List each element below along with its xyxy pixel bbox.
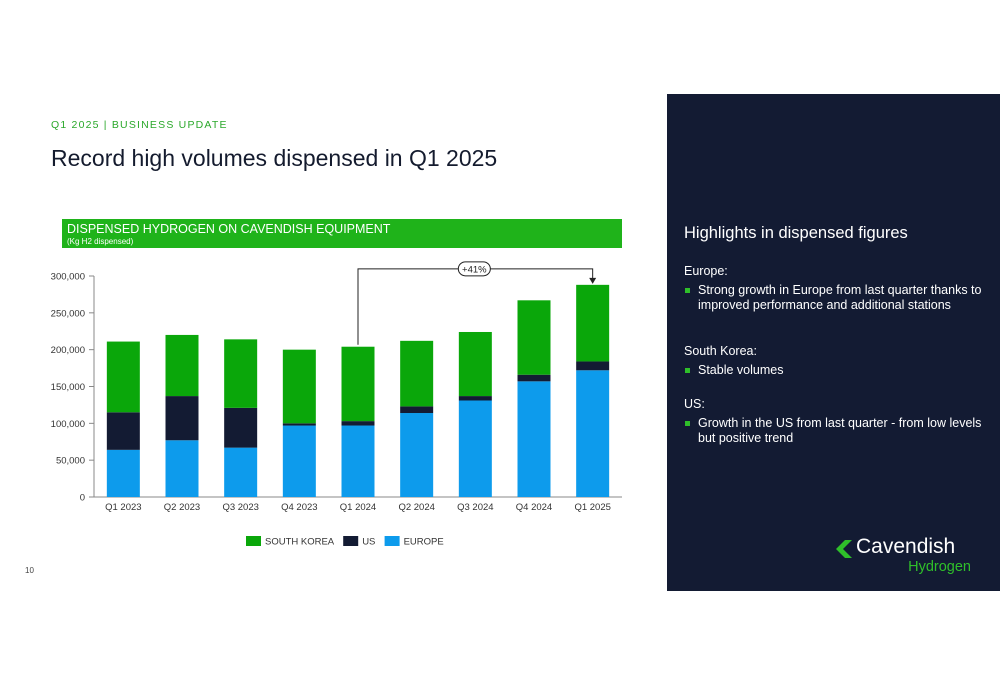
legend-swatch (384, 536, 400, 546)
stacked-bar-chart: 0 50,000 100,000 150,000 200,000 250,000 300,0… (51, 261, 622, 548)
bar-europe (341, 425, 375, 497)
chart-subtitle: (Kg H2 dispensed) (67, 237, 134, 246)
page-title: Record high volumes dispensed in Q1 2025 (51, 145, 498, 171)
chart-banner: DISPENSED HYDROGEN ON CAVENDISH EQUIPMEN… (62, 219, 622, 248)
x-tick-label: Q3 2024 (457, 502, 493, 513)
bar-europe (106, 449, 140, 497)
logo-subtitle: Hydrogen (908, 559, 971, 575)
chart-title: DISPENSED HYDROGEN ON CAVENDISH EQUIPMEN… (67, 222, 391, 236)
growth-label: +41% (462, 264, 487, 275)
legend-label: EUROPE (404, 537, 444, 548)
legend-swatch (343, 536, 359, 546)
bullet-icon (685, 421, 690, 426)
bullet-icon (685, 288, 690, 293)
bar-south-korea (576, 284, 610, 362)
x-tick-label: Q2 2023 (164, 502, 200, 513)
legend-label: SOUTH KOREA (265, 537, 335, 548)
section-title-us: US: (684, 397, 705, 411)
x-tick-label: Q1 2024 (340, 502, 376, 513)
bullet-icon (685, 368, 690, 373)
x-tick-label: Q2 2024 (398, 502, 434, 513)
cavendish-logo-icon (836, 540, 852, 558)
bar-us (400, 406, 434, 414)
bar-us (106, 412, 140, 450)
highlights-panel: Highlights in dispensed figures Europe: … (667, 94, 1000, 591)
bar-us (165, 396, 199, 441)
bullet-list-south-korea: Stable volumes (684, 363, 984, 378)
bar-europe (165, 440, 199, 497)
bar-us (341, 421, 375, 426)
bar-us (282, 423, 316, 426)
bar-us (517, 374, 551, 382)
y-tick-label: 300,000 (51, 272, 85, 283)
bullet-list-us: Growth in the US from last quarter - fro… (684, 416, 984, 446)
x-tick-label: Q4 2024 (516, 502, 552, 513)
x-tick-label: Q1 2023 (105, 502, 141, 513)
section-title-europe: Europe: (684, 264, 728, 278)
bar-europe (282, 425, 316, 497)
x-tick-label: Q1 2025 (574, 502, 610, 513)
panel-heading: Highlights in dispensed figures (684, 224, 908, 242)
bar-south-korea (517, 300, 551, 375)
bar-south-korea (165, 334, 199, 397)
bar-us (224, 407, 258, 448)
logo-name: Cavendish (856, 535, 956, 558)
y-tick-label: 50,000 (56, 456, 85, 467)
bullet-list-europe: Strong growth in Europe from last quarte… (684, 283, 984, 313)
bar-europe (458, 400, 492, 497)
list-item: Stable volumes (684, 363, 984, 378)
bar-us (458, 396, 492, 401)
y-tick-label: 250,000 (51, 308, 85, 319)
company-logo: Cavendish Hydrogen (834, 535, 974, 577)
growth-badge (457, 261, 491, 277)
page-number: 10 (25, 566, 34, 575)
bar-south-korea (224, 339, 258, 408)
legend-label: US (362, 537, 375, 548)
bullet-text: Stable volumes (698, 363, 784, 377)
bar-south-korea (400, 340, 434, 407)
x-tick-label: Q4 2023 (281, 502, 317, 513)
bar-south-korea (282, 349, 316, 424)
bar-europe (400, 413, 434, 497)
bar-us (576, 361, 610, 371)
bar-south-korea (341, 346, 375, 422)
bar-south-korea (458, 331, 492, 397)
y-tick-label: 100,000 (51, 419, 85, 430)
section-title-south-korea: South Korea: (684, 344, 757, 358)
x-tick-label: Q3 2023 (222, 502, 258, 513)
y-tick-label: 0 (80, 493, 85, 504)
bullet-text: Strong growth in Europe from last quarte… (698, 283, 982, 312)
bar-europe (517, 381, 551, 497)
growth-arrowhead (589, 277, 597, 284)
bar-europe (224, 447, 258, 497)
bullet-text: Growth in the US from last quarter - fro… (698, 416, 982, 445)
list-item: Growth in the US from last quarter - fro… (684, 416, 984, 446)
bar-europe (576, 370, 610, 497)
eyebrow-label: Q1 2025 | BUSINESS UPDATE (51, 119, 228, 131)
legend-swatch (246, 536, 261, 546)
bar-south-korea (106, 341, 140, 413)
y-tick-label: 150,000 (51, 382, 85, 393)
y-tick-label: 200,000 (51, 345, 85, 356)
list-item: Strong growth in Europe from last quarte… (684, 283, 984, 313)
